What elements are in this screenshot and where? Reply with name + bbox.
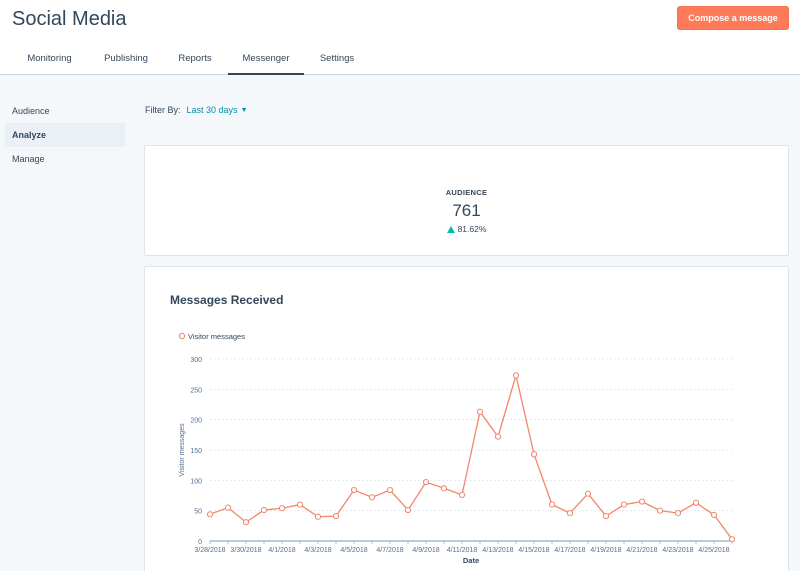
y-tick-label: 0 — [198, 539, 202, 546]
x-tick-label: 4/23/2018 — [662, 547, 693, 554]
data-point — [638, 498, 646, 505]
audience-change-value: 81.62% — [457, 224, 487, 234]
data-point — [728, 536, 736, 543]
audience-change: 81.62% — [145, 224, 788, 234]
data-point — [242, 519, 250, 526]
data-point — [566, 509, 574, 517]
y-tick-label: 50 — [194, 509, 202, 516]
tab-monitoring[interactable]: Monitoring — [27, 53, 72, 64]
y-tick-label: 100 — [190, 478, 202, 485]
sidebar-item-manage[interactable]: Manage — [12, 154, 45, 164]
data-point — [512, 372, 520, 379]
series-line — [209, 372, 733, 540]
data-point — [656, 507, 664, 514]
data-point — [206, 511, 214, 518]
legend-label: Visitor messages — [188, 332, 245, 341]
sidebar-item-analyze[interactable]: Analyze — [5, 123, 125, 147]
filter-bar: Filter By: Last 30 days ▼ — [145, 105, 248, 115]
y-tick-label: 150 — [190, 448, 202, 455]
data-point — [350, 486, 358, 494]
x-tick-label: 4/5/2018 — [340, 547, 367, 554]
data-point — [476, 408, 484, 415]
data-point — [692, 499, 700, 506]
messages-line-chart: 0 50 100 150 200 250 300 3/28/2018 3/30/2018 4/1/… — [178, 332, 736, 565]
x-tick-label: 4/13/2018 — [482, 547, 513, 554]
data-point — [710, 511, 718, 519]
data-point — [674, 509, 682, 517]
x-tick-label: 4/7/2018 — [376, 547, 403, 554]
y-tick-label: 250 — [190, 387, 202, 394]
data-point — [584, 490, 592, 497]
data-point — [296, 501, 304, 508]
x-tick-label: 4/15/2018 — [518, 547, 549, 554]
x-tick-label: 4/25/2018 — [698, 547, 729, 554]
y-axis-title: Visitor messages — [179, 423, 186, 477]
data-point — [458, 491, 466, 498]
data-point — [386, 486, 394, 494]
y-tick-label: 200 — [190, 418, 202, 425]
data-point — [494, 433, 502, 440]
trend-up-icon — [446, 226, 455, 233]
data-point — [440, 485, 448, 492]
data-point — [602, 513, 610, 520]
data-point — [260, 506, 268, 514]
x-tick-label: 4/11/2018 — [447, 547, 478, 554]
compose-message-button[interactable]: Compose a message — [677, 6, 789, 30]
legend-marker — [178, 332, 186, 340]
data-point — [278, 505, 286, 512]
x-tick-label: 4/1/2018 — [268, 547, 295, 554]
x-tick-label: 3/28/2018 — [194, 547, 225, 554]
x-axis-title: Date — [463, 556, 479, 565]
audience-card: AUDIENCE 761 81.62% — [144, 145, 789, 256]
data-point — [404, 506, 412, 514]
tab-reports[interactable]: Reports — [178, 53, 212, 64]
data-point — [530, 451, 538, 458]
data-point — [332, 513, 340, 520]
tab-publishing[interactable]: Publishing — [104, 53, 148, 64]
x-tick-label: 4/21/2018 — [626, 547, 657, 554]
sidebar-item-audience[interactable]: Audience — [12, 106, 50, 116]
tab-settings[interactable]: Settings — [319, 53, 355, 64]
chevron-down-icon[interactable]: ▼ — [240, 107, 248, 114]
data-point — [314, 513, 322, 520]
audience-label: AUDIENCE — [445, 188, 488, 197]
data-point — [224, 504, 232, 511]
data-point — [422, 479, 430, 486]
audience-value: 761 — [452, 201, 481, 220]
top-bar: Social Media Compose a message Monitorin… — [0, 0, 800, 75]
sidebar: Audience Analyze Manage — [0, 75, 130, 571]
y-tick-label: 300 — [190, 357, 202, 364]
page-title: Social Media — [12, 8, 127, 30]
data-point — [548, 501, 556, 508]
data-point — [620, 501, 628, 508]
x-tick-label: 4/19/2018 — [590, 547, 621, 554]
filter-dropdown[interactable]: Last 30 days — [186, 105, 238, 115]
x-tick-label: 4/3/2018 — [304, 547, 331, 554]
tab-messenger[interactable]: Messenger — [228, 48, 304, 75]
x-tick-label: 4/17/2018 — [554, 547, 585, 554]
chart-title: Messages Received — [170, 293, 284, 307]
filter-label: Filter By: — [145, 105, 181, 115]
messages-chart-card: Messages Received 0 50 100 150 200 250 300 3/28… — [144, 266, 789, 571]
x-tick-label: 3/30/2018 — [230, 547, 261, 554]
x-tick-label: 4/9/2018 — [412, 547, 439, 554]
data-point — [368, 494, 376, 501]
